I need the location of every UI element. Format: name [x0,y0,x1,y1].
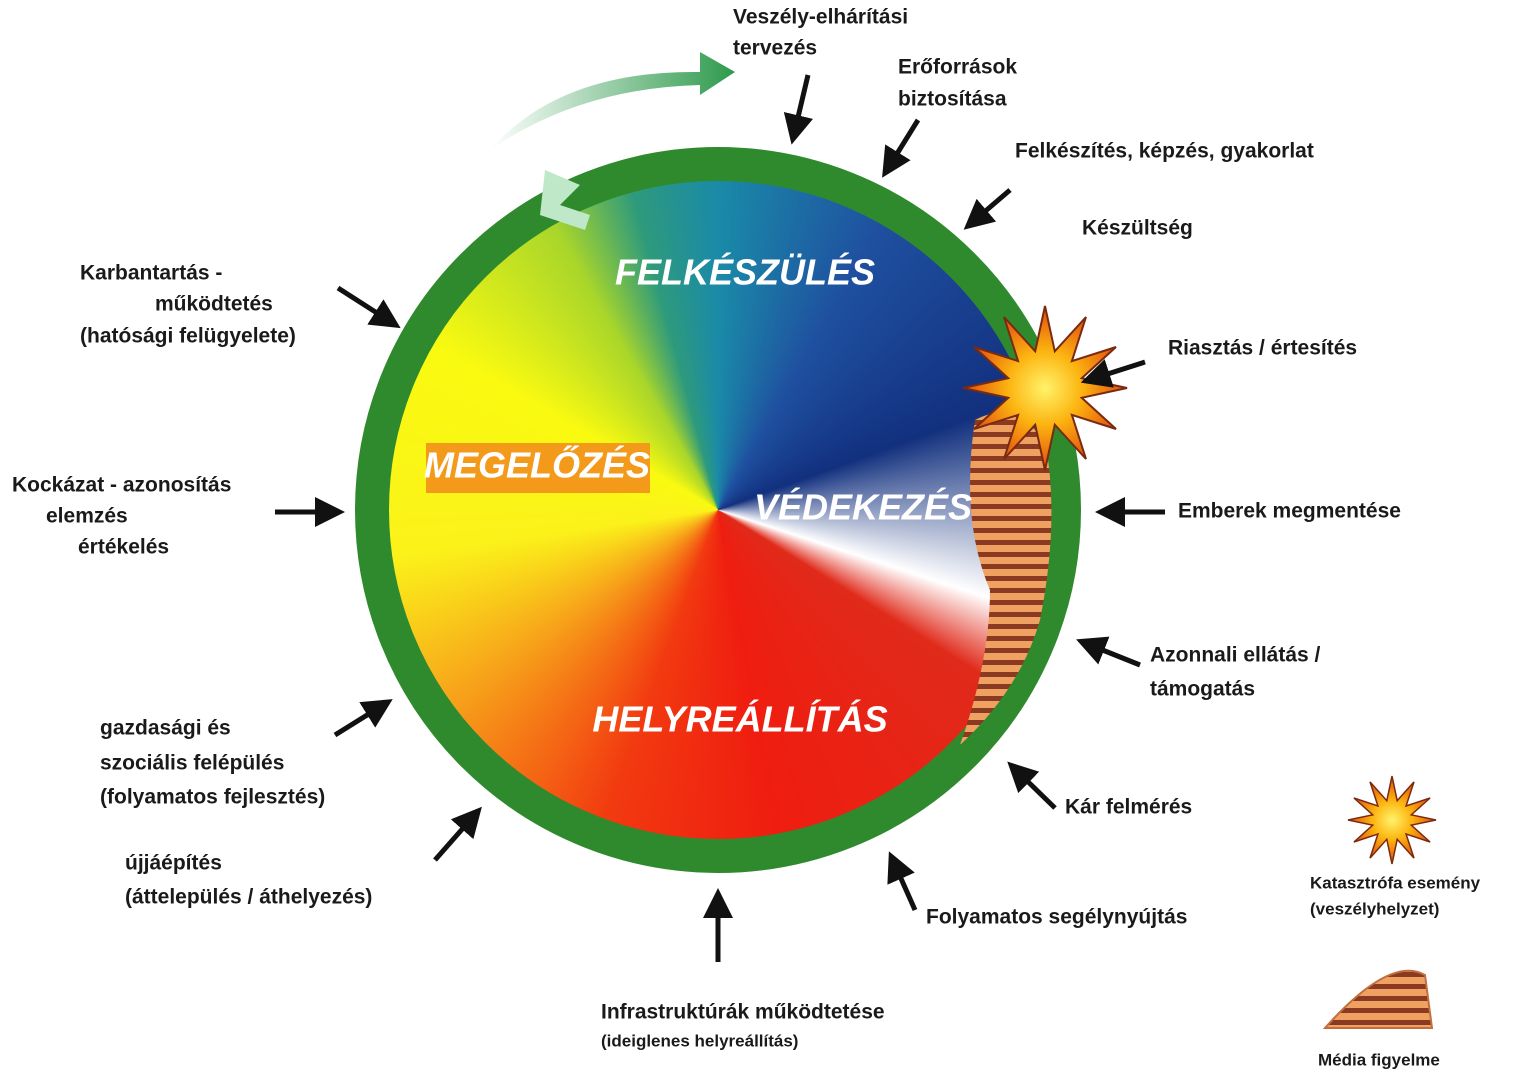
phase-label: HELYREÁLLÍTÁS [592,699,887,740]
activity-label: (hatósági felügyelete) [80,325,296,348]
activity-label: biztosítása [898,88,1007,111]
activity-label: Veszély-elhárítási [733,6,908,29]
activity-label: (ideiglenes helyreállítás) [601,1031,798,1050]
phase-label: MEGELŐZÉS [424,444,650,486]
activity-label: Riasztás / értesítés [1168,337,1357,360]
activity-label: Kockázat - azonosítás [12,474,231,497]
activity-label: tervezés [733,37,817,60]
activity-arrow [335,707,380,735]
activity-label: Azonnali ellátás / [1150,644,1321,667]
activity-label: Infrastruktúrák működtetése [601,1001,885,1024]
activity-label: Kár felmérés [1065,796,1192,819]
legend-star [1348,776,1436,864]
activity-arrow [1095,362,1145,378]
activity-label: Folyamatos segélynyújtás [926,906,1187,929]
legend-label: (veszélyhelyzet) [1310,899,1439,918]
activity-arrow [435,818,472,860]
activity-label: gazdasági és [100,717,231,740]
phase-label: VÉDEKEZÉS [754,487,972,528]
activity-arrow [338,288,388,320]
activity-arrow [895,865,915,910]
activity-label: értékelés [78,536,169,559]
activity-label: Készültség [1082,217,1193,240]
activity-arrow [795,75,808,130]
activity-label: Karbantartás - [80,262,222,285]
activity-arrow [890,120,918,165]
legend-hatch [1325,971,1432,1028]
activity-arrow [1090,645,1140,665]
legend-label: Katasztrófa esemény [1310,873,1481,892]
activity-label: szociális felépülés [100,752,284,775]
activity-label: működtetés [155,293,273,316]
diagram: FELKÉSZÜLÉS MEGELŐZÉS VÉDEKEZÉS HELYREÁLLÍT… [0,0,1514,1074]
legend-label: Média figyelme [1318,1050,1440,1069]
diagram-overlay: FELKÉSZÜLÉS MEGELŐZÉS VÉDEKEZÉS HELYREÁLLÍT… [0,0,1514,1074]
activity-label: (áttelepülés / áthelyezés) [125,886,372,909]
activity-label: támogatás [1150,678,1255,701]
activity-label: elemzés [46,505,128,528]
activity-label: Emberek megmentése [1178,500,1401,523]
phase-label: FELKÉSZÜLÉS [615,252,875,293]
activity-arrow [975,190,1010,220]
activity-label: (folyamatos fejlesztés) [100,786,325,809]
activity-arrow [1018,772,1055,808]
activity-label: Erőforrások [898,56,1017,79]
activity-label: Felkészítés, képzés, gyakorlat [1015,140,1314,163]
cycle-arrow [490,52,735,150]
activity-label: újjáépítés [125,852,222,875]
